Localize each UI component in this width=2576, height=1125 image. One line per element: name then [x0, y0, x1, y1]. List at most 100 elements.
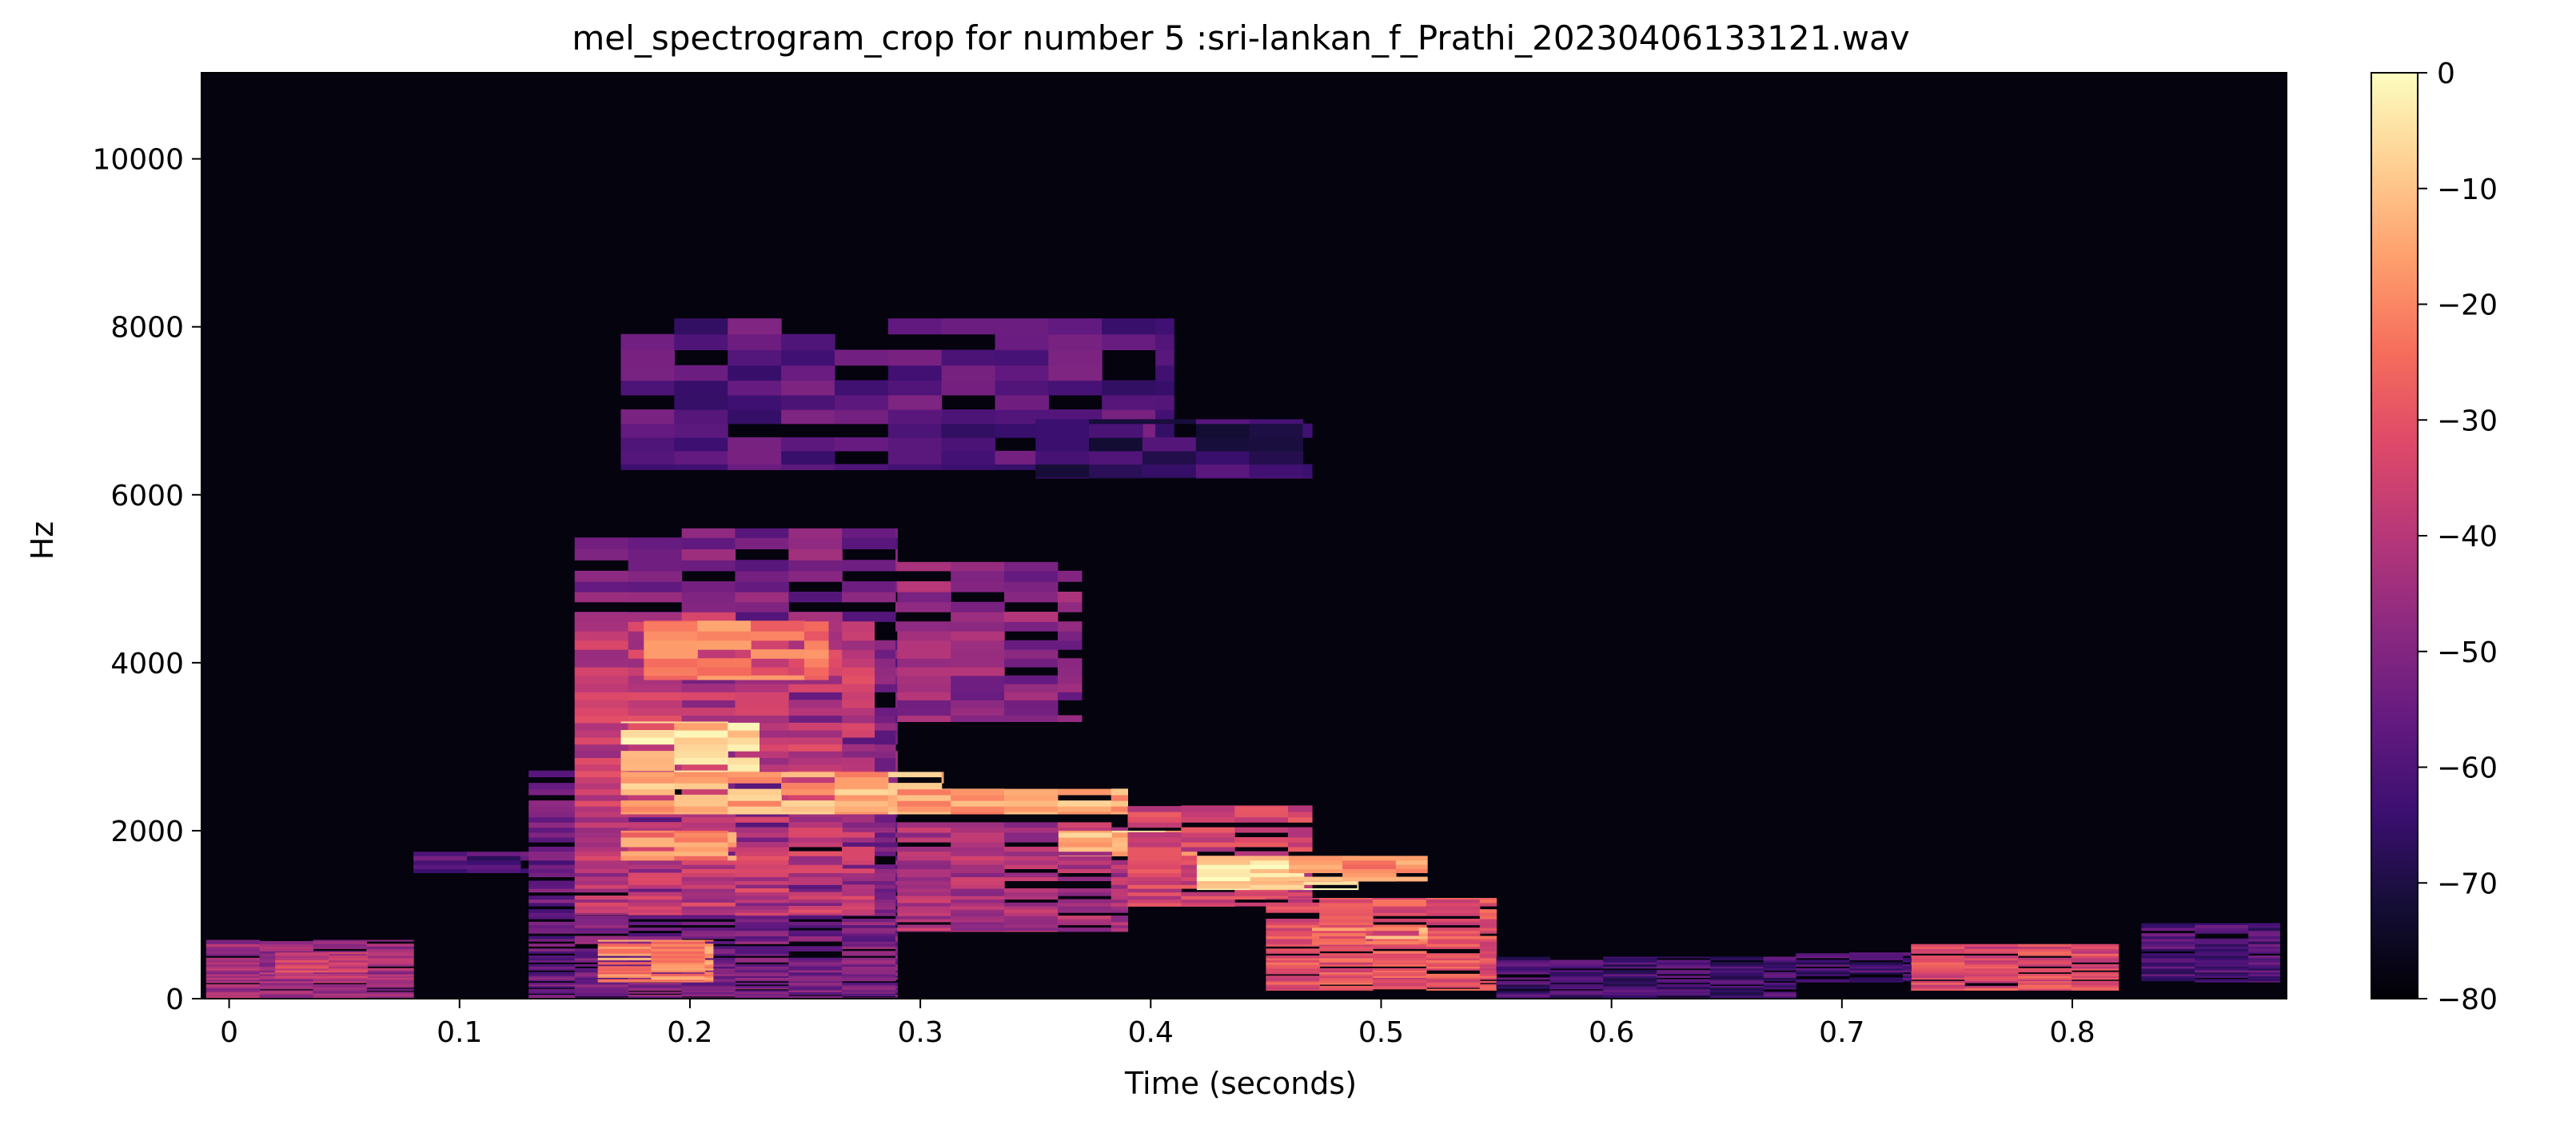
spectrogram-cell — [1710, 957, 1765, 961]
spectrogram-cell — [574, 811, 629, 818]
spectrogram-cell — [728, 730, 760, 738]
spectrogram-cell — [1004, 876, 1059, 881]
spectrogram-cell — [951, 876, 1005, 881]
spectrogram-cell — [574, 800, 629, 807]
spectrogram-cell — [895, 876, 898, 881]
spectrogram-cell — [735, 832, 789, 838]
spectrogram-cell — [651, 943, 705, 947]
spectrogram-cell — [897, 561, 951, 572]
spectrogram-cell — [275, 967, 329, 971]
x-tick-label: 0.2 — [667, 1016, 712, 1049]
spectrogram-cell — [528, 938, 576, 942]
spectrogram-cell — [574, 990, 629, 992]
spectrogram-cell — [1911, 957, 1965, 961]
spectrogram-cell — [842, 967, 896, 971]
spectrogram-cell — [1902, 966, 1912, 969]
spectrogram-cell — [751, 675, 805, 680]
spectrogram-cell — [735, 957, 789, 961]
spectrogram-cell — [1549, 975, 1604, 978]
spectrogram-cell — [895, 581, 898, 592]
spectrogram-cell — [205, 963, 261, 967]
spectrogram-cell — [205, 993, 261, 995]
spectrogram-cell — [1266, 933, 1320, 937]
spectrogram-cell — [1479, 899, 1497, 904]
spectrogram-cell — [313, 987, 367, 990]
spectrogram-cell — [897, 896, 951, 900]
spectrogram-cell — [1911, 977, 1965, 980]
spectrogram-cell — [528, 963, 576, 967]
spectrogram-cell — [781, 395, 835, 410]
spectrogram-cell — [697, 675, 752, 680]
spectrogram-cell — [674, 395, 728, 410]
spectrogram-cell — [842, 822, 896, 828]
spectrogram-cell — [895, 973, 898, 976]
spectrogram-cell — [574, 816, 629, 823]
spectrogram-plot-area — [201, 73, 2287, 999]
spectrogram-cell — [2195, 971, 2249, 975]
spectrogram-cell — [574, 730, 629, 738]
spectrogram-cell — [528, 770, 576, 778]
spectrogram-cell — [329, 955, 369, 959]
spectrogram-cell — [674, 409, 728, 425]
spectrogram-cell — [895, 880, 898, 885]
spectrogram-cell — [628, 916, 683, 920]
spectrogram-cell — [329, 966, 369, 969]
spectrogram-cell — [735, 876, 789, 881]
spectrogram-cell — [1127, 846, 1182, 852]
spectrogram-cell — [951, 912, 1005, 916]
spectrogram-cell — [628, 872, 683, 878]
spectrogram-cell — [681, 612, 736, 622]
spectrogram-cell — [1763, 963, 1796, 967]
spectrogram-cell — [574, 876, 629, 881]
spectrogram-cell — [1549, 966, 1604, 969]
spectrogram-cell — [329, 952, 369, 954]
spectrogram-cell — [842, 649, 875, 659]
spectrogram-cell — [1127, 902, 1182, 907]
spectrogram-cell — [788, 959, 843, 963]
spectrogram-cell — [1479, 985, 1497, 988]
spectrogram-cell — [1964, 948, 2019, 951]
colorbar-ticks: 0−10−20−30−40−50−60−70−80 — [2418, 58, 2498, 1016]
spectrogram-cell — [1796, 973, 1850, 976]
spectrogram-cell — [897, 899, 951, 904]
spectrogram-cell — [842, 827, 896, 833]
colorbar-tick-label: −20 — [2437, 289, 2498, 322]
spectrogram-cell — [2195, 957, 2249, 961]
spectrogram-cell — [1395, 876, 1428, 881]
spectrogram-cell — [651, 955, 705, 959]
spectrogram-cell — [1603, 980, 1657, 983]
spectrogram-cell — [681, 928, 736, 932]
spectrogram-cell — [951, 640, 1005, 650]
spectrogram-cell — [628, 860, 683, 865]
spectrogram-cell — [1249, 464, 1304, 478]
spectrogram-cell — [620, 806, 675, 812]
spectrogram-cell — [1142, 477, 1197, 479]
spectrogram-cell — [728, 409, 782, 425]
spectrogram-cell — [951, 601, 1005, 612]
spectrogram-cell — [788, 876, 843, 881]
spectrogram-cell — [2248, 975, 2280, 978]
spectrogram-cell — [1426, 919, 1481, 923]
spectrogram-cell — [781, 783, 835, 790]
spectrogram-cell — [788, 993, 843, 995]
spectrogram-cell — [681, 912, 736, 916]
spectrogram-cell — [1496, 980, 1551, 983]
spectrogram-cell — [897, 906, 951, 910]
spectrogram-cell — [681, 884, 736, 889]
spectrogram-cell — [895, 730, 898, 738]
spectrogram-cell — [528, 916, 576, 920]
spectrogram-cell — [834, 772, 889, 778]
spectrogram-cell — [1288, 811, 1313, 818]
spectrogram-cell — [897, 684, 951, 692]
spectrogram-cell — [205, 959, 261, 963]
spectrogram-cell — [1479, 909, 1497, 913]
spectrogram-cell — [1549, 979, 1604, 982]
spectrogram-cell — [788, 560, 843, 572]
spectrogram-cell — [1479, 971, 1497, 975]
spectrogram-cell — [1479, 938, 1497, 942]
spectrogram-cell — [1057, 868, 1112, 873]
spectrogram-cell — [788, 822, 843, 828]
spectrogram-cell — [628, 884, 683, 889]
spectrogram-cell — [1479, 919, 1497, 923]
spectrogram-cell — [651, 941, 705, 944]
